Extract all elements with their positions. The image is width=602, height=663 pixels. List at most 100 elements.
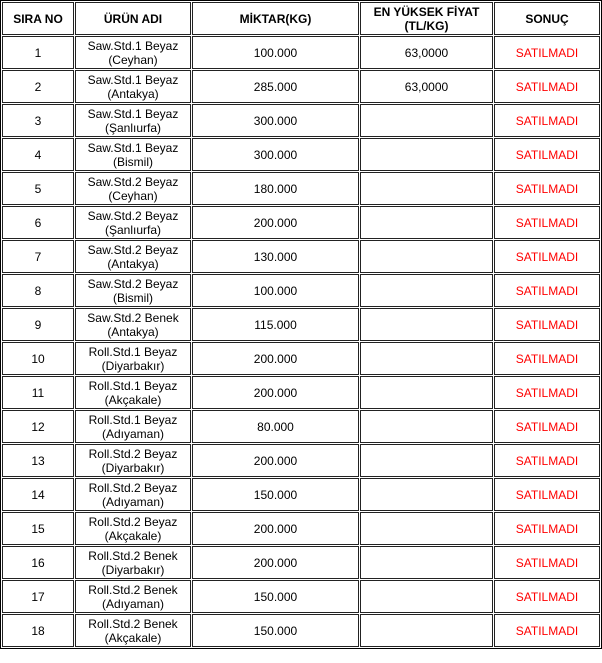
table-row: 10 Roll.Std.1 Beyaz (Diyarbakır) 200.000 SAT… [2, 342, 600, 375]
highest-price [360, 614, 493, 647]
result-status: SATILMADI [494, 580, 600, 613]
product-name-cell: Saw.Std.1 Beyaz (Ceyhan) [75, 36, 191, 69]
quantity: 150.000 [192, 614, 359, 647]
product-name-cell: Roll.Std.2 Benek (Diyarbakır) [75, 546, 191, 579]
product-name-cell: Saw.Std.2 Beyaz (Antakya) [75, 240, 191, 273]
product-name-cell: Saw.Std.2 Beyaz (Ceyhan) [75, 172, 191, 205]
product-location: (Bismil) [113, 154, 153, 169]
quantity: 100.000 [192, 36, 359, 69]
table-row: 8 Saw.Std.2 Beyaz (Bismil) 100.000 SATILMADI [2, 274, 600, 307]
product-name-cell: Saw.Std.1 Beyaz (Şanlıurfa) [75, 104, 191, 137]
highest-price: 63,0000 [360, 36, 493, 69]
header-fiyat: EN YÜKSEK FİYAT (TL/KG) [360, 2, 493, 35]
product-name: Saw.Std.1 Beyaz [87, 38, 179, 53]
quantity: 150.000 [192, 478, 359, 511]
row-number: 3 [2, 104, 74, 137]
product-name-cell: Roll.Std.2 Beyaz (Adıyaman) [75, 478, 191, 511]
result-status: SATILMADI [494, 70, 600, 103]
product-name-cell: Roll.Std.2 Benek (Adıyaman) [75, 580, 191, 613]
result-status: SATILMADI [494, 274, 600, 307]
header-sonuc: SONUÇ [494, 2, 600, 35]
product-location: (Akçakale) [104, 528, 162, 543]
product-location: (Şanlıurfa) [104, 222, 162, 237]
product-location: (Ceyhan) [108, 188, 158, 203]
header-urun-adi: ÜRÜN ADI [75, 2, 191, 35]
result-status: SATILMADI [494, 546, 600, 579]
product-location: (Adıyaman) [101, 426, 165, 441]
result-status: SATILMADI [494, 444, 600, 477]
highest-price [360, 274, 493, 307]
product-name-cell: Saw.Std.1 Beyaz (Antakya) [75, 70, 191, 103]
product-name: Roll.Std.1 Beyaz [88, 344, 178, 359]
row-number: 9 [2, 308, 74, 341]
quantity: 200.000 [192, 206, 359, 239]
product-name: Saw.Std.2 Beyaz [87, 276, 179, 291]
table-row: 16 Roll.Std.2 Benek (Diyarbakır) 200.000 SAT… [2, 546, 600, 579]
table-row: 12 Roll.Std.1 Beyaz (Adıyaman) 80.000 SATILM… [2, 410, 600, 443]
row-number: 10 [2, 342, 74, 375]
product-location: (Adıyaman) [101, 494, 165, 509]
highest-price [360, 342, 493, 375]
quantity: 80.000 [192, 410, 359, 443]
highest-price [360, 308, 493, 341]
highest-price [360, 580, 493, 613]
quantity: 180.000 [192, 172, 359, 205]
table-row: 13 Roll.Std.2 Beyaz (Diyarbakır) 200.000 SAT… [2, 444, 600, 477]
row-number: 15 [2, 512, 74, 545]
product-name-cell: Saw.Std.2 Benek (Antakya) [75, 308, 191, 341]
header-sira-no: SIRA NO [2, 2, 74, 35]
table-row: 11 Roll.Std.1 Beyaz (Akçakale) 200.000 SATIL… [2, 376, 600, 409]
product-name: Roll.Std.2 Beyaz [88, 514, 178, 529]
product-name: Roll.Std.1 Beyaz [88, 378, 178, 393]
quantity: 150.000 [192, 580, 359, 613]
product-location: (Diyarbakır) [101, 562, 165, 577]
row-number: 11 [2, 376, 74, 409]
product-location: (Şanlıurfa) [104, 120, 162, 135]
result-status: SATILMADI [494, 240, 600, 273]
product-name: Roll.Std.2 Benek [88, 582, 178, 597]
row-number: 16 [2, 546, 74, 579]
product-location: (Antakya) [107, 86, 159, 101]
header-row: SIRA NO ÜRÜN ADI MİKTAR(KG) EN YÜKSEK Fİ… [2, 2, 600, 35]
highest-price [360, 444, 493, 477]
product-location: (Diyarbakır) [101, 358, 165, 373]
product-name: Roll.Std.2 Benek [88, 616, 178, 631]
product-name-cell: Roll.Std.1 Beyaz (Adıyaman) [75, 410, 191, 443]
row-number: 4 [2, 138, 74, 171]
product-location: (Antakya) [107, 324, 159, 339]
product-name-cell: Roll.Std.1 Beyaz (Diyarbakır) [75, 342, 191, 375]
row-number: 18 [2, 614, 74, 647]
auction-results-table: SIRA NO ÜRÜN ADI MİKTAR(KG) EN YÜKSEK Fİ… [0, 0, 602, 649]
row-number: 17 [2, 580, 74, 613]
product-name: Saw.Std.1 Beyaz [87, 140, 179, 155]
header-miktar: MİKTAR(KG) [192, 2, 359, 35]
product-name: Saw.Std.1 Beyaz [87, 72, 179, 87]
product-name-cell: Roll.Std.2 Benek (Akçakale) [75, 614, 191, 647]
row-number: 7 [2, 240, 74, 273]
highest-price [360, 206, 493, 239]
row-number: 6 [2, 206, 74, 239]
result-status: SATILMADI [494, 104, 600, 137]
product-location: (Akçakale) [104, 392, 162, 407]
quantity: 200.000 [192, 512, 359, 545]
product-location: (Ceyhan) [108, 52, 158, 67]
quantity: 285.000 [192, 70, 359, 103]
table-row: 5 Saw.Std.2 Beyaz (Ceyhan) 180.000 SATILMADI [2, 172, 600, 205]
result-status: SATILMADI [494, 342, 600, 375]
product-location: (Bismil) [113, 290, 153, 305]
table-row: 15 Roll.Std.2 Beyaz (Akçakale) 200.000 SATIL… [2, 512, 600, 545]
quantity: 200.000 [192, 376, 359, 409]
highest-price [360, 376, 493, 409]
highest-price [360, 172, 493, 205]
highest-price [360, 240, 493, 273]
table-row: 6 Saw.Std.2 Beyaz (Şanlıurfa) 200.000 SATILM… [2, 206, 600, 239]
quantity: 200.000 [192, 342, 359, 375]
product-name: Saw.Std.2 Beyaz [87, 242, 179, 257]
highest-price [360, 512, 493, 545]
row-number: 5 [2, 172, 74, 205]
table-row: 1 Saw.Std.1 Beyaz (Ceyhan) 100.000 63,0000 SA… [2, 36, 600, 69]
row-number: 12 [2, 410, 74, 443]
row-number: 14 [2, 478, 74, 511]
highest-price [360, 410, 493, 443]
product-name: Saw.Std.2 Benek [87, 310, 179, 325]
